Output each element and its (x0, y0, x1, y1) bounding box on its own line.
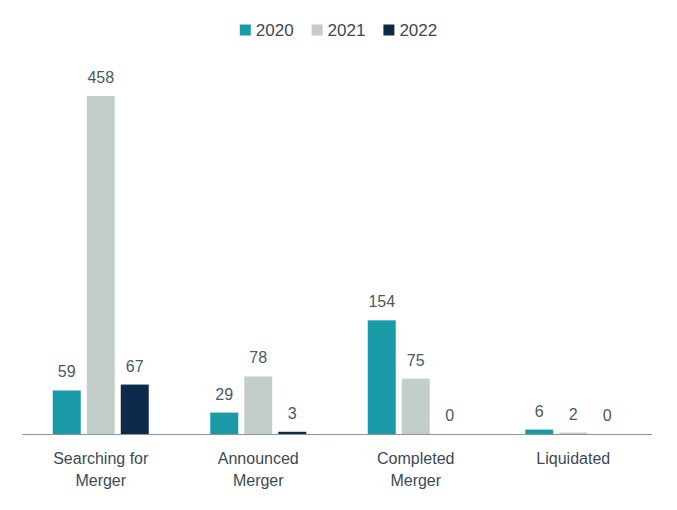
data-label: 75 (407, 352, 425, 369)
category-label: Searching forMerger (53, 450, 149, 489)
legend-swatch (383, 25, 394, 36)
category-label: CompletedMerger (377, 450, 454, 489)
bar (121, 385, 149, 434)
category-label: Liquidated (536, 450, 610, 467)
data-label: 0 (603, 407, 612, 424)
data-labels: 59 29 154 6 458 78 75 2 67 3 0 0 (58, 69, 612, 424)
data-label: 2 (569, 406, 578, 423)
bar (402, 379, 430, 434)
bar (244, 376, 272, 434)
bar (87, 96, 115, 434)
data-label: 59 (58, 363, 76, 380)
legend-label: 2020 (256, 21, 294, 40)
data-label: 78 (249, 349, 267, 366)
data-label: 29 (215, 386, 233, 403)
data-label: 3 (288, 405, 297, 422)
data-label: 6 (535, 403, 544, 420)
bar (53, 390, 81, 434)
data-label: 458 (87, 69, 114, 86)
chart-svg: 59 29 154 6 458 78 75 2 67 3 0 0 Searching forMerger… (0, 0, 677, 510)
bar (210, 413, 238, 434)
data-label: 154 (368, 293, 395, 310)
bar (525, 430, 553, 434)
bars (53, 96, 588, 434)
bar (278, 432, 306, 434)
bar (368, 320, 396, 434)
data-label: 67 (126, 358, 144, 375)
chart-container: 59 29 154 6 458 78 75 2 67 3 0 0 Searching forMerger… (0, 0, 677, 510)
legend-label: 2021 (328, 21, 366, 40)
legend-swatch (240, 25, 251, 36)
bar (559, 433, 587, 434)
legend: 2020 2021 2022 (240, 21, 437, 40)
data-label: 0 (445, 407, 454, 424)
legend-label: 2022 (399, 21, 437, 40)
legend-swatch (312, 25, 323, 36)
category-label: AnnouncedMerger (218, 450, 299, 489)
x-axis-line (22, 434, 652, 435)
